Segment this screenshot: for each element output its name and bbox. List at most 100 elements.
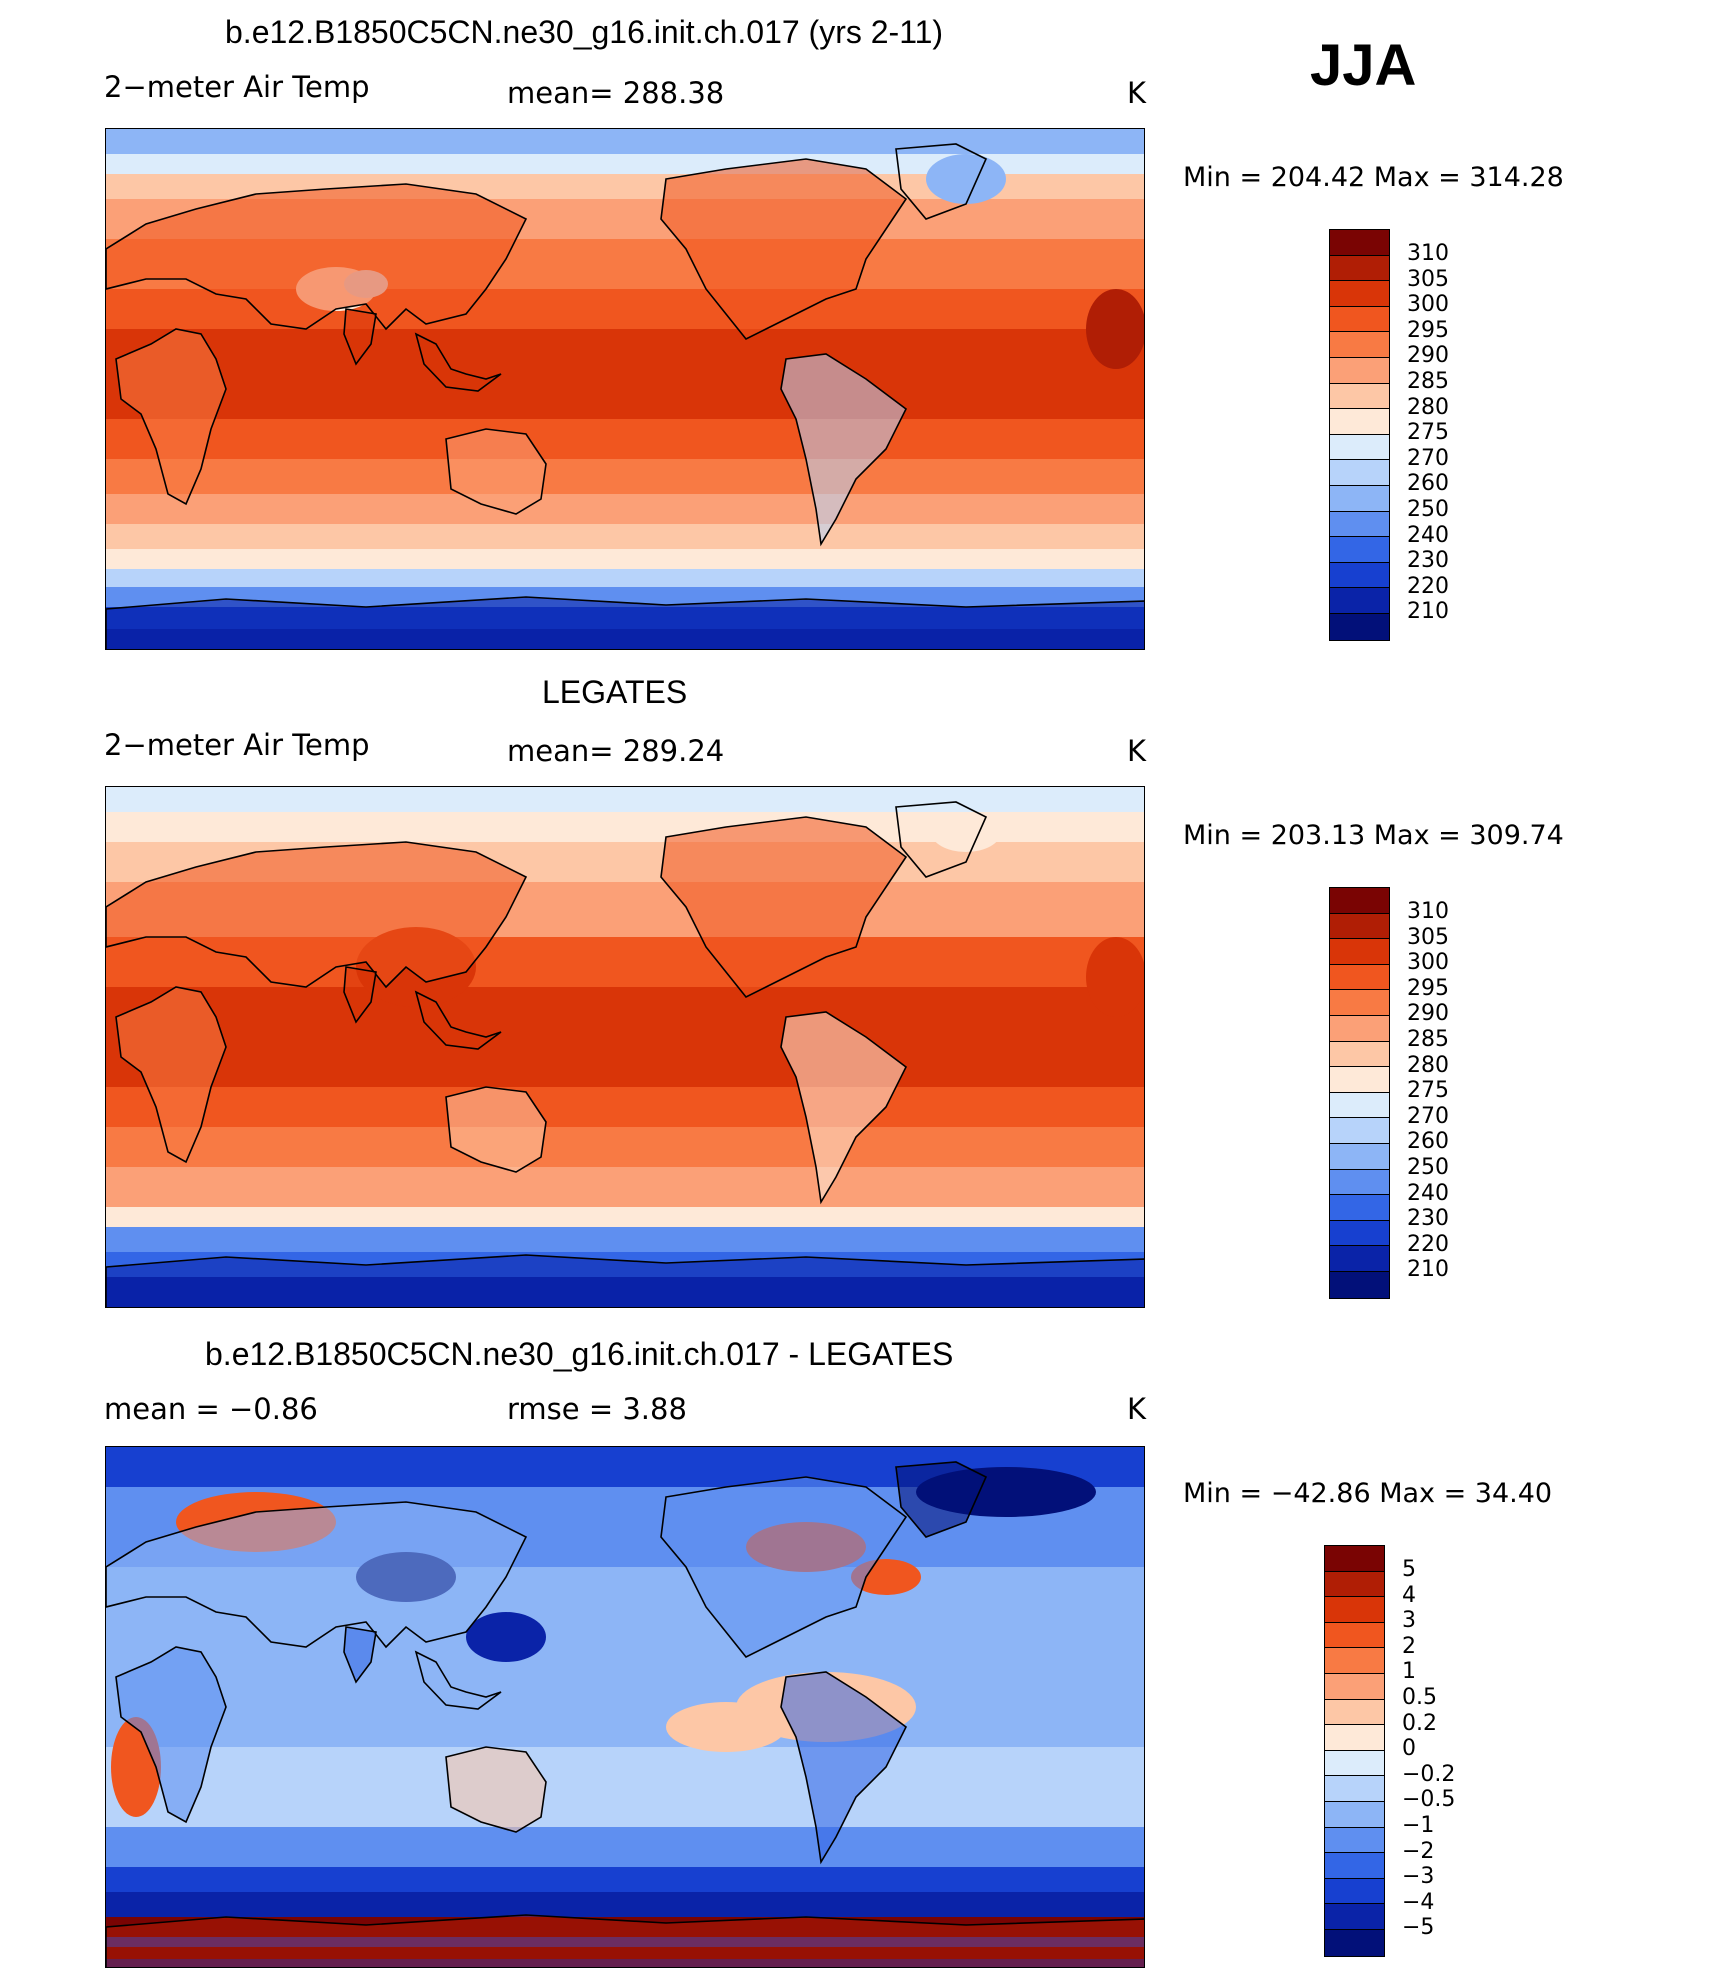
panel-left-label-obs: 2−meter Air Temp (104, 728, 370, 762)
field-blob (466, 1612, 546, 1662)
colorbar-tick-label: −1 (1402, 1813, 1435, 1838)
coastline (343, 308, 377, 366)
colorbar-swatch (1330, 1220, 1389, 1247)
colorbar-swatch (1330, 1169, 1389, 1196)
colorbar-swatch (1325, 1878, 1384, 1905)
coastline (106, 1501, 528, 1649)
coastline (414, 1650, 502, 1710)
colorbar-tick-label: 275 (1407, 1078, 1449, 1104)
panel-rmse-diff: rmse = 3.88 (507, 1392, 687, 1426)
colorbar-tick-label: 0.2 (1402, 1710, 1437, 1736)
panel-units-model: K (1127, 76, 1147, 110)
temperature-band (106, 1207, 1144, 1227)
temperature-band (106, 494, 1144, 524)
colorbar-swatch (1330, 1271, 1389, 1298)
colorbar-obs (1329, 887, 1390, 1299)
colorbar-tick-label: 2 (1402, 1633, 1416, 1659)
colorbar-tick-label: 210 (1407, 1257, 1449, 1283)
coastline (343, 966, 377, 1024)
colorbar-swatch (1325, 1571, 1384, 1598)
colorbar-tick-label: 295 (1407, 317, 1449, 343)
map-obs (105, 786, 1145, 1308)
temperature-band (106, 1827, 1144, 1867)
colorbar-tick-label: 290 (1407, 1001, 1449, 1027)
field-blob (931, 812, 1001, 852)
map-model (105, 128, 1145, 650)
colorbar-tick-label: 300 (1407, 292, 1449, 318)
temperature-band (106, 154, 1144, 174)
coastline (895, 143, 988, 220)
colorbar-swatch (1325, 1725, 1384, 1751)
panel-mean-obs: mean= 289.24 (507, 734, 725, 768)
colorbar-tick-label: 260 (1407, 1129, 1449, 1155)
colorbar-swatch (1330, 964, 1389, 991)
colorbar-swatch (1330, 888, 1389, 914)
colorbar-swatch (1330, 1118, 1389, 1144)
colorbar-tick-label: 240 (1407, 1180, 1449, 1206)
colorbar-swatch (1330, 1143, 1389, 1170)
coastline (106, 596, 1144, 649)
coastline (780, 353, 908, 547)
colorbar-swatch (1325, 1853, 1384, 1879)
temperature-band (106, 1227, 1144, 1252)
colorbar-swatch (1330, 990, 1389, 1016)
colorbar-swatch (1330, 913, 1389, 940)
colorbar-tick-label: −2 (1402, 1838, 1435, 1864)
colorbar-tick-label: 230 (1407, 548, 1449, 574)
colorbar-swatch (1330, 485, 1389, 512)
colorbar-swatch (1325, 1648, 1384, 1674)
temperature-band (106, 569, 1144, 587)
colorbar-tick-label: 280 (1407, 1052, 1449, 1078)
colorbar-swatch (1325, 1546, 1384, 1572)
colorbar-tick-label: 250 (1407, 1155, 1449, 1180)
temperature-band (106, 787, 1144, 812)
coastline (106, 841, 528, 989)
colorbar-swatch (1330, 306, 1389, 333)
temperature-band (106, 549, 1144, 569)
colorbar-tick-label: 220 (1407, 1231, 1449, 1257)
colorbar-tick-label: 305 (1407, 266, 1449, 292)
temperature-band (106, 419, 1144, 459)
colorbar-tick-label: 0 (1402, 1736, 1416, 1762)
coastline (115, 1646, 227, 1824)
colorbar-tick-label: 270 (1407, 1103, 1449, 1129)
panel-mean-diff: mean = −0.86 (104, 1392, 318, 1426)
coastline (414, 990, 502, 1050)
colorbar-swatch (1325, 1750, 1384, 1777)
temperature-band (106, 1892, 1144, 1917)
temperature-band (106, 587, 1144, 607)
colorbar-swatch (1325, 1904, 1384, 1930)
field-blob (1086, 289, 1144, 369)
colorbar-tick-label: 305 (1407, 924, 1449, 950)
coastline (895, 801, 988, 878)
colorbar-swatch (1330, 511, 1389, 538)
colorbar-tick-label: −5 (1402, 1915, 1435, 1941)
colorbar-tick-label: 275 (1407, 420, 1449, 446)
colorbar-swatch (1330, 357, 1389, 384)
colorbar-tick-label: 310 (1407, 241, 1449, 266)
colorbar-tick-label: 5 (1402, 1557, 1416, 1582)
colorbar-swatch (1330, 1246, 1389, 1272)
colorbar-swatch (1330, 939, 1389, 965)
colorbar-tick-label: 3 (1402, 1608, 1416, 1634)
colorbar-tick-label: 310 (1407, 899, 1449, 924)
coastline (115, 986, 227, 1164)
coastline (445, 428, 547, 515)
coastline (115, 328, 227, 506)
colorbar-tick-label: 240 (1407, 522, 1449, 548)
colorbar-swatch (1330, 409, 1389, 435)
temperature-band (106, 329, 1144, 419)
colorbar-swatch (1325, 1776, 1384, 1802)
panel-title-model: b.e12.B1850C5CN.ne30_g16.init.ch.017 (yr… (225, 14, 944, 50)
colorbar-tick-label: 280 (1407, 394, 1449, 420)
temperature-band (106, 1127, 1144, 1167)
colorbar-swatch (1330, 1015, 1389, 1042)
colorbar-swatch (1330, 332, 1389, 358)
colorbar-tick-label: 285 (1407, 1027, 1449, 1052)
colorbar-tick-label: 290 (1407, 343, 1449, 369)
colorbar-tick-label: −4 (1402, 1889, 1435, 1915)
coastline (106, 183, 528, 331)
colorbar-tick-label: 250 (1407, 497, 1449, 522)
panel-units-obs: K (1127, 734, 1147, 768)
colorbar-swatch (1330, 281, 1389, 307)
